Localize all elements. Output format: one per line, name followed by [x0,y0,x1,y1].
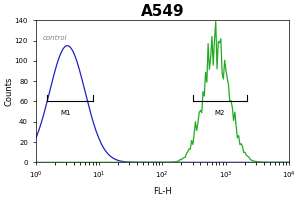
Text: control: control [43,35,68,41]
Title: A549: A549 [140,4,184,19]
X-axis label: FL-H: FL-H [153,187,172,196]
Y-axis label: Counts: Counts [4,77,13,106]
Text: M1: M1 [60,110,70,116]
Text: M2: M2 [215,110,225,116]
